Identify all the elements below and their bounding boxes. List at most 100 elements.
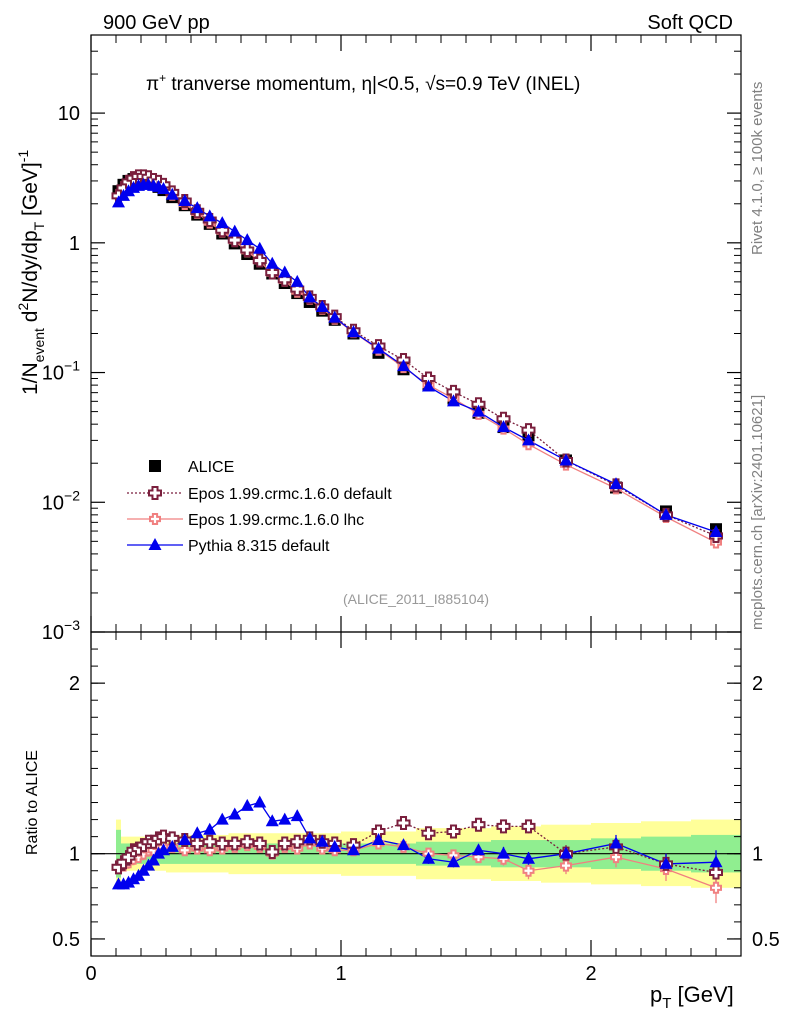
- pythia-point: [422, 379, 435, 392]
- ratio-panel: [111, 795, 723, 904]
- pythia-point: [347, 325, 360, 338]
- epos-default-point: [446, 384, 461, 399]
- pythia-point: [372, 341, 385, 354]
- pythia-point: [253, 241, 267, 254]
- ratio-epos-default-point: [165, 831, 180, 846]
- pythia-point: [278, 265, 292, 278]
- rivet-version-label: Rivet 4.1.0, ≥ 100k events: [749, 82, 766, 255]
- ratio-pythia-point: [203, 822, 217, 835]
- ratio-epos-default-point: [190, 836, 205, 851]
- ratio-pythia-point: [422, 851, 435, 864]
- ratio-pythia-point: [328, 839, 342, 852]
- pythia-point: [472, 404, 485, 417]
- ratio-epos-default-point: [371, 824, 386, 839]
- ratio-epos-default-point: [202, 834, 217, 849]
- ratio-pythia-point: [559, 846, 573, 859]
- y-axis-label: 1/Nevent d2N/dy/dpT [GeV]-1: [15, 150, 47, 395]
- pythia-point: [240, 233, 254, 246]
- ratio-pythia-point: [497, 846, 510, 859]
- ratio-pythia-point: [165, 839, 179, 852]
- ratio-epos-lhc-point: [610, 851, 622, 864]
- ratio-y-axis-label: Ratio to ALICE: [24, 750, 41, 855]
- y-tick-label-base: 1: [69, 233, 80, 255]
- ratio-epos-default-point: [227, 836, 242, 851]
- pythia-point: [709, 525, 723, 538]
- ratio-pythia-point: [522, 851, 535, 864]
- pythia-point: [609, 477, 623, 490]
- mcplots-reference-label: mcplots.cern.ch [arXiv:2401.10621]: [749, 395, 766, 630]
- ratio-panel-frame: [90, 631, 742, 957]
- header-left: 900 GeV pp: [103, 12, 210, 34]
- ratio-epos-default-point: [240, 834, 255, 849]
- legend-label: Epos 1.99.crmc.1.6.0 lhc: [188, 512, 364, 529]
- ratio-epos-default-point: [215, 836, 230, 851]
- pythia-point: [397, 359, 410, 372]
- pythia-point: [203, 209, 217, 222]
- ratio-pythia-point: [347, 843, 360, 856]
- epos-default-point: [521, 423, 536, 438]
- ratio-pythia-point: [240, 798, 254, 811]
- analysis-id: (ALICE_2011_I885104): [343, 591, 489, 607]
- y-tick-label-exponent: −2: [64, 487, 80, 503]
- ratio-epos-lhc-point: [178, 844, 191, 857]
- epos-default-point: [252, 253, 267, 268]
- ratio-pythia-point: [447, 855, 460, 868]
- ratio-epos-default-point: [421, 826, 436, 841]
- ratio-pythia-point: [472, 843, 485, 856]
- epos-default-point: [227, 233, 242, 248]
- y-tick-label-base: 10: [42, 363, 64, 385]
- y-tick-label-exponent: −1: [64, 358, 80, 374]
- uncertainty-band: [91, 819, 741, 888]
- ratio-tick-label-left: 2: [69, 673, 80, 695]
- ratio-epos-default-point: [521, 819, 536, 834]
- ratio-epos-default-point: [265, 844, 280, 859]
- ratio-pythia-point: [709, 855, 723, 868]
- ratio-pythia-point: [157, 843, 170, 856]
- pythia-point: [215, 216, 229, 229]
- y-tick-label: 10: [58, 103, 80, 125]
- ratio-pythia-point: [290, 809, 304, 822]
- ratio-tick-label-right: 0.5: [752, 929, 780, 951]
- pythia-point: [315, 300, 329, 313]
- y-tick-label: 1: [69, 233, 80, 255]
- plot-title: π+ tranverse momentum, η|<0.5, √s=0.9 Te…: [146, 71, 580, 95]
- ratio-pythia-point: [253, 795, 267, 808]
- ratio-pythia-point: [228, 807, 242, 820]
- ratio-pythia-point: [178, 833, 192, 846]
- header-right: Soft QCD: [647, 12, 733, 34]
- ratio-epos-default-point: [709, 865, 723, 880]
- y-tick-label-base: 10: [42, 492, 64, 514]
- pythia-point: [522, 433, 535, 446]
- ratio-epos-default-point: [496, 819, 511, 834]
- ratio-pythia-point: [303, 831, 317, 844]
- legend-epos-lhc-marker: [149, 513, 161, 525]
- ratio-epos-default-point: [290, 834, 305, 849]
- legend-label: ALICE: [188, 459, 234, 476]
- ratio-epos-lhc-point: [710, 881, 722, 894]
- ratio-tick-label-left: 0.5: [52, 929, 80, 951]
- pythia-point: [497, 420, 510, 433]
- y-tick-label-exponent: −3: [64, 617, 80, 633]
- ratio-pythia-point: [190, 826, 204, 839]
- pythia-point: [447, 394, 460, 407]
- pythia-point: [328, 310, 342, 323]
- ratio-epos-default-point: [471, 817, 486, 832]
- pythia-point: [165, 187, 179, 200]
- pythia-point: [190, 201, 204, 214]
- legend-pythia-marker: [148, 538, 162, 550]
- ratio-pythia-point: [609, 836, 623, 849]
- ratio-epos-default-point: [156, 829, 171, 844]
- pythia-point: [559, 453, 573, 466]
- ratio-tick-label-right: 2: [752, 673, 763, 695]
- pythia-point: [228, 224, 242, 237]
- legend-label: Epos 1.99.crmc.1.6.0 default: [188, 486, 392, 503]
- x-tick-label: 0: [85, 963, 96, 985]
- pythia-point: [265, 256, 279, 269]
- pythia-point: [659, 507, 673, 520]
- epos-default-point: [240, 243, 255, 258]
- ratio-epos-lhc-point: [560, 859, 572, 872]
- pythia-point: [112, 195, 125, 208]
- ratio-epos-default-point: [446, 824, 461, 839]
